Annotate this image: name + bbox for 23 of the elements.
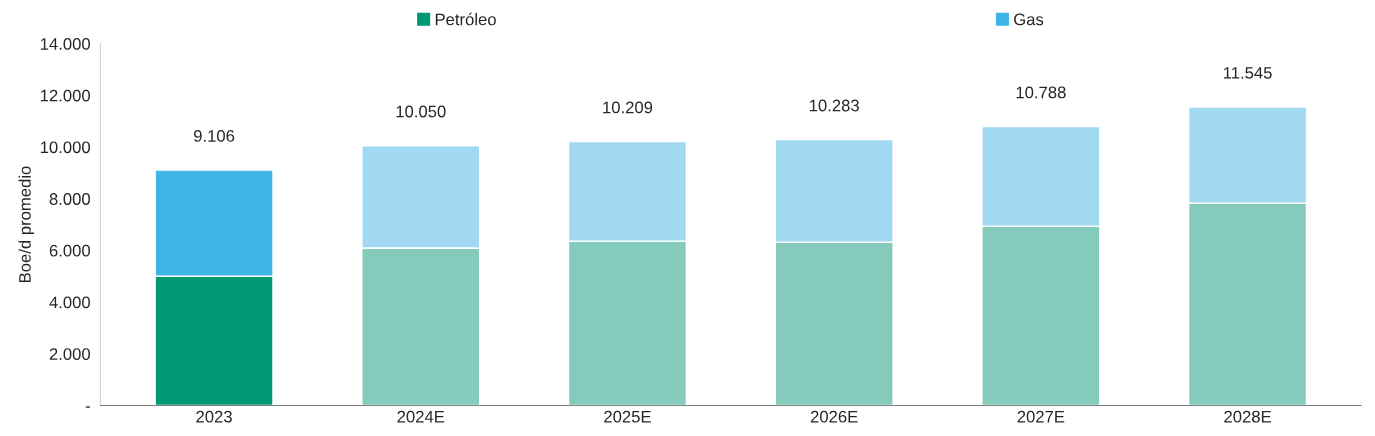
x-tick-label: 2028E xyxy=(1224,410,1271,423)
y-tick-label: 12.000 xyxy=(40,89,91,102)
legend-label: Gas xyxy=(1014,13,1044,26)
y-tick-label: 10.000 xyxy=(40,141,91,154)
total-label: 10.050 xyxy=(396,105,446,118)
y-tick-label: 2.000 xyxy=(49,348,91,360)
legend-label: Petróleo xyxy=(435,12,496,26)
y-tick-label: 14.000 xyxy=(40,38,91,50)
y-axis-title: Boe/d promedio xyxy=(18,166,35,282)
total-label: 9.106 xyxy=(193,130,235,142)
y-tick-label: - xyxy=(85,406,90,408)
x-tick-label: 2023 xyxy=(196,410,232,423)
y-tick-label: 8.000 xyxy=(49,193,91,205)
total-label: 10.283 xyxy=(809,99,859,112)
total-label: 10.788 xyxy=(1016,86,1066,99)
total-label: 10.209 xyxy=(603,101,653,114)
x-tick-label: 2027E xyxy=(1017,410,1065,423)
y-tick-label: 6.000 xyxy=(49,244,91,257)
x-tick-label: 2024E xyxy=(397,410,445,423)
total-label: 11.545 xyxy=(1223,67,1272,79)
x-tick-label: 2026E xyxy=(810,410,858,423)
x-tick-label: 2025E xyxy=(604,410,651,423)
y-tick-label: 4.000 xyxy=(49,296,91,309)
